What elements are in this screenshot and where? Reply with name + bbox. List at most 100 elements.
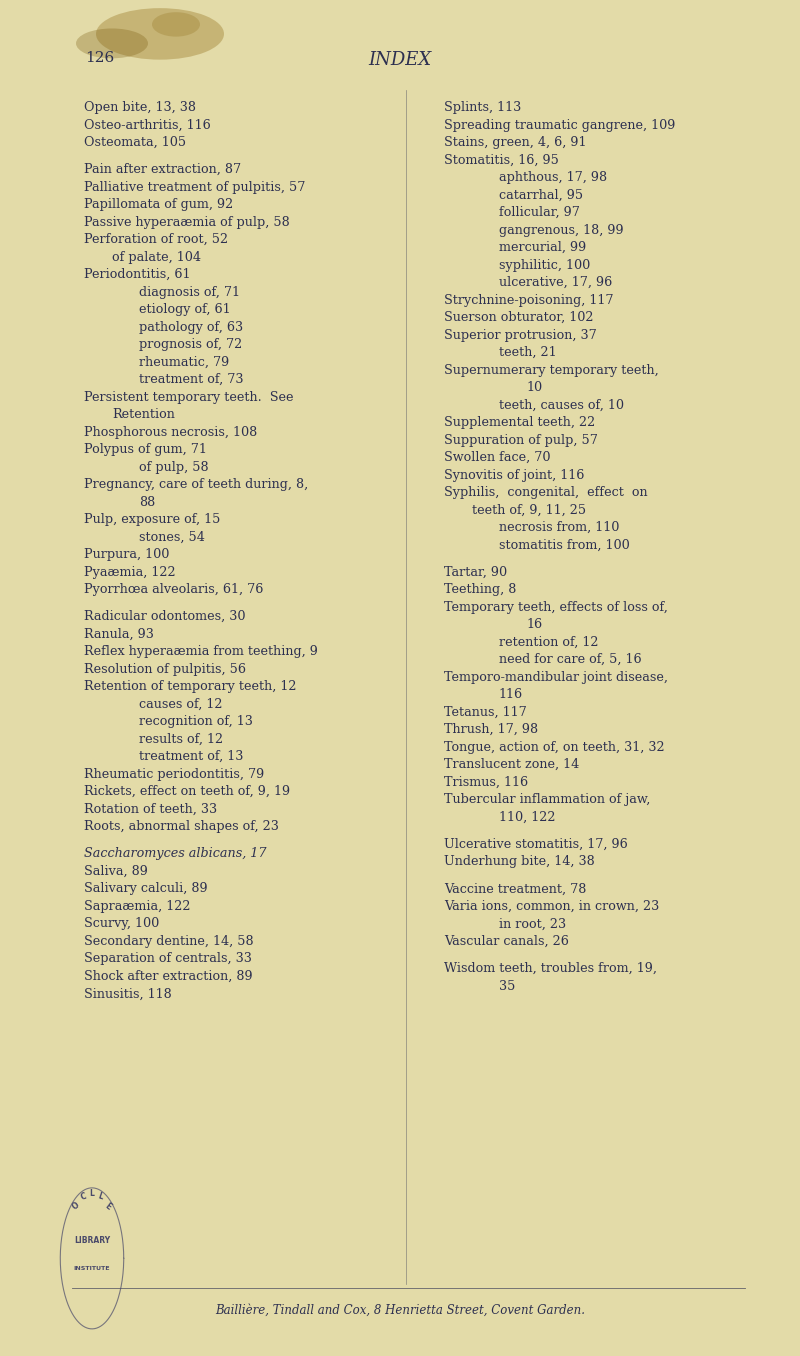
Text: Reflex hyperaæmia from teething, 9: Reflex hyperaæmia from teething, 9 [84,645,318,658]
Text: Suppuration of pulp, 57: Suppuration of pulp, 57 [444,434,598,446]
Text: Temporary teeth, effects of loss of,: Temporary teeth, effects of loss of, [444,601,668,614]
Text: Sinusitis, 118: Sinusitis, 118 [84,987,172,1001]
Text: Rotation of teeth, 33: Rotation of teeth, 33 [84,803,217,816]
Text: LIBRARY: LIBRARY [74,1237,110,1245]
Text: Wisdom teeth, troubles from, 19,: Wisdom teeth, troubles from, 19, [444,961,657,975]
Text: Tongue, action of, on teeth, 31, 32: Tongue, action of, on teeth, 31, 32 [444,740,665,754]
Text: Osteomata, 105: Osteomata, 105 [84,136,186,149]
Text: Suerson obturator, 102: Suerson obturator, 102 [444,311,594,324]
Text: in root, 23: in root, 23 [499,918,566,930]
Text: C: C [79,1192,88,1201]
Text: Vaccine treatment, 78: Vaccine treatment, 78 [444,883,586,895]
Text: Roots, abnormal shapes of, 23: Roots, abnormal shapes of, 23 [84,820,279,833]
Text: aphthous, 17, 98: aphthous, 17, 98 [499,171,607,184]
Text: 126: 126 [85,52,114,65]
Text: Spreading traumatic gangrene, 109: Spreading traumatic gangrene, 109 [444,118,675,132]
Text: Syphilis,  congenital,  effect  on: Syphilis, congenital, effect on [444,485,648,499]
Text: Resolution of pulpitis, 56: Resolution of pulpitis, 56 [84,663,246,675]
Text: Pyorrhœa alveolaris, 61, 76: Pyorrhœa alveolaris, 61, 76 [84,583,263,597]
Text: results of, 12: results of, 12 [139,732,223,746]
Text: Underhung bite, 14, 38: Underhung bite, 14, 38 [444,856,594,868]
Text: pathology of, 63: pathology of, 63 [139,320,243,334]
Text: Scurvy, 100: Scurvy, 100 [84,918,159,930]
Text: teeth, 21: teeth, 21 [499,346,557,359]
Text: Radicular odontomes, 30: Radicular odontomes, 30 [84,610,246,624]
Text: Trismus, 116: Trismus, 116 [444,776,528,789]
Text: O: O [70,1201,82,1212]
Text: Tetanus, 117: Tetanus, 117 [444,705,526,719]
Text: L: L [97,1192,104,1201]
Text: follicular, 97: follicular, 97 [499,206,580,220]
Text: Rickets, effect on teeth of, 9, 19: Rickets, effect on teeth of, 9, 19 [84,785,290,799]
Text: 10: 10 [526,381,542,395]
Text: 16: 16 [526,618,542,631]
Text: Retention of temporary teeth, 12: Retention of temporary teeth, 12 [84,681,297,693]
Text: of pulp, 58: of pulp, 58 [139,461,209,473]
Text: need for care of, 5, 16: need for care of, 5, 16 [499,654,642,666]
Text: 88: 88 [139,496,155,508]
Text: Polypus of gum, 71: Polypus of gum, 71 [84,443,207,456]
Text: Osteo-arthritis, 116: Osteo-arthritis, 116 [84,118,210,132]
Text: 35: 35 [499,979,515,993]
Text: Pulp, exposure of, 15: Pulp, exposure of, 15 [84,513,220,526]
Text: Secondary dentine, 14, 58: Secondary dentine, 14, 58 [84,934,254,948]
Text: Thrush, 17, 98: Thrush, 17, 98 [444,723,538,736]
Text: L: L [90,1189,94,1197]
Text: ulcerative, 17, 96: ulcerative, 17, 96 [499,277,612,289]
Text: recognition of, 13: recognition of, 13 [139,715,253,728]
Text: Ranula, 93: Ranula, 93 [84,628,154,641]
Text: Teething, 8: Teething, 8 [444,583,516,597]
Text: Separation of centrals, 33: Separation of centrals, 33 [84,952,252,965]
Text: teeth, causes of, 10: teeth, causes of, 10 [499,399,624,411]
Text: Ulcerative stomatitis, 17, 96: Ulcerative stomatitis, 17, 96 [444,838,628,850]
Ellipse shape [152,12,200,37]
Text: Translucent zone, 14: Translucent zone, 14 [444,758,579,772]
Ellipse shape [96,8,224,60]
Text: Stomatitis, 16, 95: Stomatitis, 16, 95 [444,153,559,167]
Text: Pain after extraction, 87: Pain after extraction, 87 [84,163,241,176]
Text: Palliative treatment of pulpitis, 57: Palliative treatment of pulpitis, 57 [84,180,306,194]
Text: Rheumatic periodontitis, 79: Rheumatic periodontitis, 79 [84,767,264,781]
Text: Salivary calculi, 89: Salivary calculi, 89 [84,883,208,895]
Text: Tartar, 90: Tartar, 90 [444,565,507,579]
Text: INSTITUTE: INSTITUTE [74,1267,110,1272]
Text: treatment of, 73: treatment of, 73 [139,373,243,386]
Text: INDEX: INDEX [368,52,432,69]
Text: diagnosis of, 71: diagnosis of, 71 [139,286,240,298]
Text: mercurial, 99: mercurial, 99 [499,241,586,254]
Text: Temporo-mandibular joint disease,: Temporo-mandibular joint disease, [444,671,668,683]
Text: causes of, 12: causes of, 12 [139,698,222,711]
Text: stomatitis from, 100: stomatitis from, 100 [499,538,630,552]
Text: Stains, green, 4, 6, 91: Stains, green, 4, 6, 91 [444,136,586,149]
Text: Baillière, Tindall and Cox, 8 Henrietta Street, Covent Garden.: Baillière, Tindall and Cox, 8 Henrietta … [215,1304,585,1317]
Text: Periodontitis, 61: Periodontitis, 61 [84,268,190,281]
Text: catarrhal, 95: catarrhal, 95 [499,188,583,202]
Text: Superior protrusion, 37: Superior protrusion, 37 [444,328,597,342]
Text: Tubercular inflammation of jaw,: Tubercular inflammation of jaw, [444,793,650,805]
Text: of palate, 104: of palate, 104 [112,251,201,263]
Text: Pyaæmia, 122: Pyaæmia, 122 [84,565,176,579]
Text: necrosis from, 110: necrosis from, 110 [499,521,619,534]
Text: Saccharomyces albicans, 17: Saccharomyces albicans, 17 [84,848,266,860]
Text: Supernumerary temporary teeth,: Supernumerary temporary teeth, [444,363,658,377]
Text: etiology of, 61: etiology of, 61 [139,304,230,316]
Text: Passive hyperaæmia of pulp, 58: Passive hyperaæmia of pulp, 58 [84,216,290,229]
Text: stones, 54: stones, 54 [139,530,205,544]
Text: Retention: Retention [112,408,175,422]
Text: Pregnancy, care of teeth during, 8,: Pregnancy, care of teeth during, 8, [84,479,308,491]
Text: 110, 122: 110, 122 [499,811,555,823]
Text: treatment of, 13: treatment of, 13 [139,750,243,763]
Text: rheumatic, 79: rheumatic, 79 [139,355,230,369]
Text: 116: 116 [499,687,523,701]
Text: Papillomata of gum, 92: Papillomata of gum, 92 [84,198,234,212]
Text: Varia ions, common, in crown, 23: Varia ions, common, in crown, 23 [444,900,659,913]
Text: Perforation of root, 52: Perforation of root, 52 [84,233,228,247]
Text: E: E [103,1201,113,1211]
Text: Open bite, 13, 38: Open bite, 13, 38 [84,100,196,114]
Text: Synovitis of joint, 116: Synovitis of joint, 116 [444,469,584,481]
Text: Supplemental teeth, 22: Supplemental teeth, 22 [444,416,595,428]
Text: teeth of, 9, 11, 25: teeth of, 9, 11, 25 [472,503,586,517]
Text: Vascular canals, 26: Vascular canals, 26 [444,934,569,948]
Text: Shock after extraction, 89: Shock after extraction, 89 [84,970,253,983]
Ellipse shape [76,28,148,58]
